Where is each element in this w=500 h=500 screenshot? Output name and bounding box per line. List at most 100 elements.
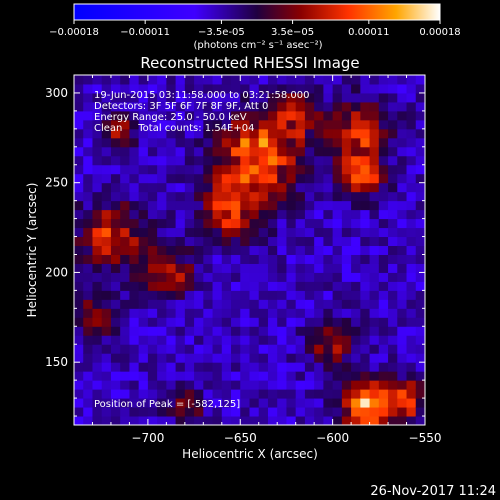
heatmap-cell xyxy=(74,75,84,85)
heatmap-cell xyxy=(369,263,380,273)
heatmap-cell xyxy=(129,137,140,148)
heatmap-cell xyxy=(388,371,398,381)
heatmap-cell xyxy=(240,101,250,112)
heatmap-cell xyxy=(138,164,149,175)
heatmap-cell xyxy=(240,407,250,417)
heatmap-cell xyxy=(286,362,297,372)
heatmap-cell xyxy=(110,254,121,264)
heatmap-cell xyxy=(360,227,371,238)
heatmap-cell xyxy=(369,380,380,390)
heatmap-cell xyxy=(166,155,177,166)
heatmap-cell xyxy=(397,299,408,309)
heatmap-cell xyxy=(101,101,112,112)
heatmap-cell xyxy=(221,407,232,417)
heatmap-cell xyxy=(406,299,417,309)
heatmap-cell xyxy=(406,254,417,264)
heatmap-cell xyxy=(286,146,297,157)
heatmap-cell xyxy=(203,299,214,309)
heatmap-cell xyxy=(147,128,158,139)
heatmap-cell xyxy=(175,164,186,175)
heatmap-cell xyxy=(378,272,389,282)
heatmap-cell xyxy=(157,83,167,94)
heatmap-cell xyxy=(304,128,315,139)
heatmap-cell xyxy=(286,101,297,112)
heatmap-cell xyxy=(129,191,140,202)
heatmap-cell xyxy=(212,227,223,238)
heatmap-cell xyxy=(258,407,269,417)
heatmap-cell xyxy=(110,353,121,363)
heatmap-cell xyxy=(258,182,269,193)
heatmap-cell xyxy=(240,83,250,94)
heatmap-cell xyxy=(166,299,177,309)
heatmap-cell xyxy=(378,182,389,193)
heatmap-cell xyxy=(406,137,417,148)
heatmap-cell xyxy=(378,83,389,94)
heatmap-cell xyxy=(110,362,121,372)
heatmap-cell xyxy=(406,353,417,363)
heatmap-cell xyxy=(101,173,112,184)
heatmap-cell xyxy=(415,398,425,408)
heatmap-cell xyxy=(249,254,260,264)
heatmap-cell xyxy=(74,254,84,264)
heatmap-cell xyxy=(277,308,287,318)
heatmap-cell xyxy=(166,128,177,139)
heatmap-cell xyxy=(286,218,297,229)
heatmap-cell xyxy=(166,380,177,390)
heatmap-cell xyxy=(101,128,112,139)
heatmap-cell xyxy=(120,362,130,372)
heatmap-cell xyxy=(295,101,306,112)
heatmap-cell xyxy=(231,254,241,264)
heatmap-cell xyxy=(175,317,186,327)
heatmap-cell xyxy=(378,263,389,273)
heatmap-cell xyxy=(388,317,398,327)
heatmap-cell xyxy=(157,191,167,202)
heatmap-cell xyxy=(157,119,167,130)
heatmap-cell xyxy=(157,344,167,354)
heatmap-cell xyxy=(415,254,425,264)
heatmap-cell xyxy=(231,344,241,354)
heatmap-cell xyxy=(212,209,223,220)
heatmap-cell xyxy=(258,191,269,202)
heatmap-cell xyxy=(120,308,130,318)
heatmap-cell xyxy=(415,245,425,255)
heatmap-cell xyxy=(74,353,84,363)
heatmap-cell xyxy=(277,398,287,408)
heatmap-cell xyxy=(157,227,167,238)
heatmap-cell xyxy=(378,146,389,157)
heatmap-cell xyxy=(147,281,158,291)
heatmap-cell xyxy=(378,209,389,220)
heatmap-cell xyxy=(83,281,93,291)
heatmap-cell xyxy=(332,209,343,220)
heatmap-cell xyxy=(101,83,112,94)
heatmap-cell xyxy=(240,362,250,372)
heatmap-cell xyxy=(110,335,121,345)
heatmap-cell xyxy=(110,308,121,318)
heatmap-cell xyxy=(212,164,223,175)
heatmap-cell xyxy=(74,236,84,247)
heatmap-cell xyxy=(101,254,112,264)
heatmap-cell xyxy=(332,344,343,354)
heatmap-cell xyxy=(101,353,112,363)
heatmap-cell xyxy=(369,353,380,363)
heatmap-cell xyxy=(147,353,158,363)
heatmap-cell xyxy=(351,200,361,211)
heatmap-cell xyxy=(129,227,140,238)
heatmap-cell xyxy=(286,191,297,202)
heatmap-cell xyxy=(240,371,250,381)
heatmap-cell xyxy=(314,191,324,202)
heatmap-cell xyxy=(240,209,250,220)
heatmap-cell xyxy=(184,290,195,300)
heatmap-cell xyxy=(332,92,343,103)
heatmap-cell xyxy=(147,110,158,121)
heatmap-cell xyxy=(184,218,195,229)
heatmap-cell xyxy=(101,75,112,85)
heatmap-cell xyxy=(231,263,241,273)
heatmap-cell xyxy=(277,155,287,166)
heatmap-cell xyxy=(166,182,177,193)
heatmap-cell xyxy=(110,416,121,425)
heatmap-cell xyxy=(74,110,84,121)
heatmap-cell xyxy=(138,245,149,255)
heatmap-cell xyxy=(157,290,167,300)
heatmap-cell xyxy=(212,191,223,202)
heatmap-cell xyxy=(388,389,398,399)
